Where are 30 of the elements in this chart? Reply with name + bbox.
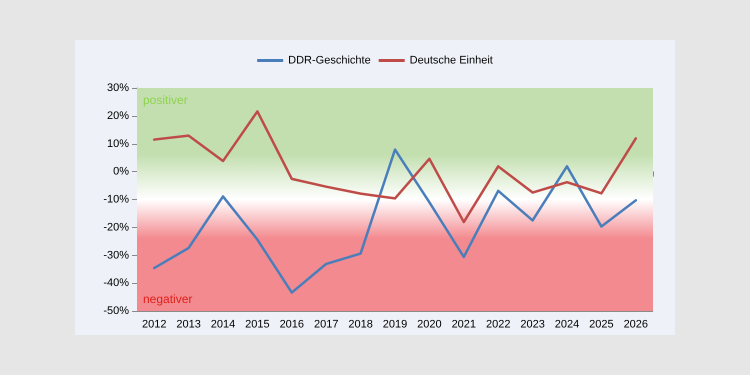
y-tick-label: -10% — [103, 194, 130, 206]
y-tick-label: 0% — [113, 166, 130, 178]
x-tick-label: 2013 — [176, 318, 201, 330]
band-label: positiver — [143, 93, 188, 107]
x-tick-label: 2017 — [314, 318, 338, 330]
x-tick-label: 2015 — [245, 318, 270, 330]
x-tick-label: 2020 — [417, 318, 442, 330]
line-series — [152, 148, 638, 294]
x-tick-label: 2016 — [280, 318, 304, 330]
x-tick-label: 2018 — [348, 318, 373, 330]
y-tick-label: -50% — [103, 305, 130, 317]
x-tick-label: 2025 — [589, 318, 614, 330]
x-tick-label: 2014 — [210, 318, 236, 330]
x-tick-label: 2019 — [382, 318, 408, 330]
y-tick-label: -20% — [103, 221, 130, 234]
x-tick-label: 2024 — [554, 318, 580, 330]
x-tick-label: 2022 — [486, 318, 510, 330]
legend-label: Deutsche Einheit — [410, 54, 493, 66]
y-tick-label: -30% — [103, 249, 130, 262]
y-tick-label: 20% — [106, 110, 130, 122]
band-label: negativer — [143, 292, 192, 306]
y-tick-label: 30% — [106, 82, 130, 94]
y-tick-label: 10% — [106, 138, 130, 150]
x-tick-label: 2026 — [624, 318, 648, 330]
x-tick-label: 2012 — [142, 318, 166, 330]
legend-label: DDR-Geschichte — [288, 54, 371, 66]
x-tick-label: 2023 — [520, 318, 545, 330]
x-tick-label: 2021 — [452, 318, 476, 330]
line-series — [152, 110, 638, 224]
y-tick-label: -40% — [103, 277, 130, 290]
